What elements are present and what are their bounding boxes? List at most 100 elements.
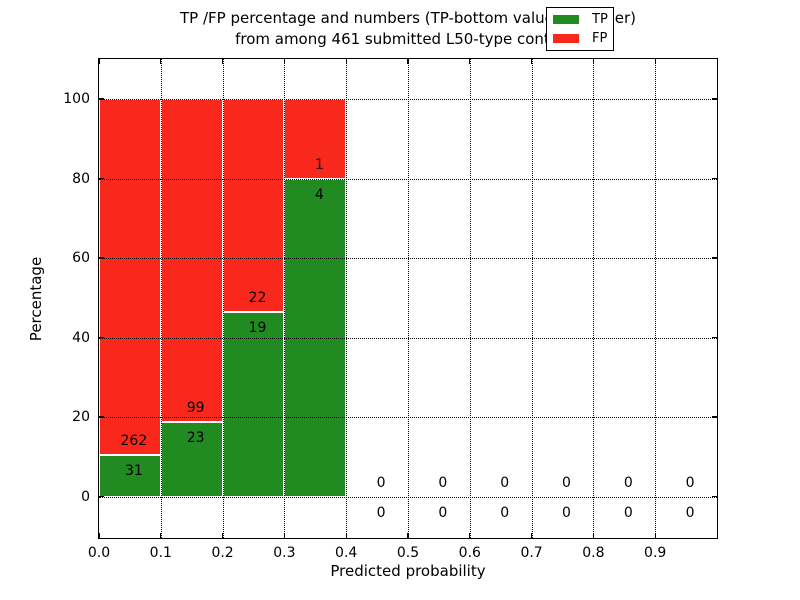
x-tick-mark-top bbox=[407, 59, 409, 64]
legend: TP FP bbox=[546, 7, 614, 51]
chart-title: TP /FP percentage and numbers (TP-bottom… bbox=[99, 8, 717, 50]
y-tick-mark-left bbox=[99, 416, 104, 418]
x-tick-label: 0.5 bbox=[396, 545, 420, 561]
gridline-horizontal bbox=[99, 417, 717, 419]
bar-fp-bin2 bbox=[222, 99, 285, 313]
x-tick-mark-bottom bbox=[530, 533, 533, 538]
legend-entry-tp: TP bbox=[547, 13, 613, 26]
tp-count-label-bin4: 0 bbox=[376, 504, 386, 521]
gridline-horizontal bbox=[99, 337, 717, 339]
x-tick-label: 0.8 bbox=[582, 545, 605, 561]
fp-count-label-bin6: 0 bbox=[500, 474, 510, 491]
bar-tp-bin2 bbox=[222, 312, 285, 497]
plot-area: 0.0 0.1 0.2 0.3 0.4 0.5 0.6 0.7 0.8 0.9 0 20 40 60 80 1… bbox=[63, 58, 718, 561]
gridline-vertical bbox=[284, 59, 286, 538]
gridline-vertical bbox=[408, 59, 409, 538]
y-tick-mark-right bbox=[712, 495, 717, 498]
tp-count-label-bin5: 0 bbox=[438, 504, 448, 521]
x-tick-label: 0.0 bbox=[87, 545, 111, 561]
y-tick-mark-right bbox=[712, 416, 717, 418]
y-tick-label: 80 bbox=[72, 170, 90, 187]
tp-count-label-bin9: 0 bbox=[685, 504, 695, 521]
gridline-vertical bbox=[531, 59, 533, 538]
x-tick-mark-top bbox=[345, 59, 347, 64]
y-tick-mark-left bbox=[99, 336, 104, 339]
x-tick-mark-bottom bbox=[283, 533, 286, 538]
tp-count-label-bin0: 31 bbox=[124, 462, 143, 479]
legend-swatch-fp bbox=[553, 34, 579, 43]
x-tick-mark-bottom bbox=[592, 533, 595, 538]
x-tick-mark-top bbox=[221, 59, 224, 64]
gridline-vertical bbox=[593, 59, 595, 538]
y-tick-mark-left bbox=[99, 98, 104, 100]
x-tick-mark-top bbox=[469, 59, 471, 64]
bar-fp-bin1 bbox=[160, 99, 223, 422]
x-tick-mark-bottom bbox=[654, 533, 656, 538]
y-tick-mark-right bbox=[712, 336, 717, 339]
y-tick-label: 100 bbox=[63, 91, 90, 108]
tp-count-label-bin3: 4 bbox=[314, 186, 324, 203]
gridline-vertical bbox=[160, 59, 162, 538]
x-tick-mark-top bbox=[160, 59, 162, 64]
y-tick-mark-right bbox=[712, 257, 717, 259]
tp-count-label-bin7: 0 bbox=[562, 504, 571, 521]
bar-tp-bin1 bbox=[160, 421, 223, 497]
tp-count-label-bin6: 0 bbox=[500, 504, 510, 521]
fp-count-label-bin7: 0 bbox=[562, 474, 571, 491]
gridline-vertical bbox=[469, 59, 471, 538]
legend-label: TP bbox=[592, 12, 608, 27]
gridline-vertical bbox=[346, 59, 348, 538]
x-tick-mark-top bbox=[592, 59, 595, 64]
x-tick-label: 0.9 bbox=[644, 545, 667, 561]
fp-count-label-bin4: 0 bbox=[376, 474, 386, 491]
x-tick-mark-bottom bbox=[98, 533, 100, 538]
gridline-vertical bbox=[655, 59, 657, 538]
y-tick-mark-left bbox=[99, 257, 104, 259]
x-tick-mark-bottom bbox=[221, 533, 224, 538]
x-tick-mark-bottom bbox=[469, 533, 471, 538]
y-tick-mark-right bbox=[712, 98, 717, 100]
bar-tp-bin0 bbox=[99, 454, 161, 497]
gridline-horizontal bbox=[99, 258, 717, 260]
x-tick-label: 0.4 bbox=[335, 545, 358, 561]
gridline-vertical bbox=[222, 59, 224, 538]
gridline-horizontal bbox=[99, 178, 717, 180]
x-tick-mark-top bbox=[654, 59, 656, 64]
y-axis-label: Percentage bbox=[27, 256, 45, 342]
x-tick-label: 0.7 bbox=[520, 545, 543, 561]
tp-count-label-bin8: 0 bbox=[623, 504, 633, 521]
x-axis-label: Predicted probability bbox=[330, 562, 486, 580]
y-tick-mark-left bbox=[99, 495, 104, 498]
x-tick-mark-bottom bbox=[160, 533, 162, 538]
x-tick-mark-bottom bbox=[407, 533, 409, 538]
x-tick-label: 0.1 bbox=[149, 545, 172, 561]
legend-label: FP bbox=[592, 31, 608, 46]
fp-count-label-bin9: 0 bbox=[685, 474, 695, 491]
x-tick-label: 0.2 bbox=[211, 545, 234, 561]
y-tick-label: 60 bbox=[72, 250, 90, 267]
y-tick-label: 0 bbox=[81, 488, 90, 505]
x-tick-mark-bottom bbox=[345, 533, 347, 538]
y-tick-mark-left bbox=[99, 177, 104, 180]
x-tick-label: 0.3 bbox=[273, 545, 296, 561]
x-tick-mark-top bbox=[530, 59, 533, 64]
fp-count-label-bin5: 0 bbox=[438, 474, 448, 491]
fp-count-label-bin0: 262 bbox=[120, 432, 148, 449]
bar-fp-bin3 bbox=[284, 99, 347, 179]
x-tick-mark-top bbox=[98, 59, 100, 64]
fp-count-label-bin2: 22 bbox=[248, 290, 267, 307]
fp-count-label-bin1: 99 bbox=[186, 399, 205, 416]
fp-count-label-bin8: 0 bbox=[623, 474, 633, 491]
bar-fp-bin0 bbox=[99, 99, 161, 455]
tp-count-label-bin1: 23 bbox=[186, 429, 205, 446]
gridline-horizontal bbox=[99, 496, 717, 498]
legend-entry-fp: FP bbox=[547, 32, 613, 45]
y-tick-mark-right bbox=[712, 177, 717, 180]
x-tick-label: 0.6 bbox=[458, 545, 481, 561]
y-tick-label: 40 bbox=[72, 329, 90, 346]
legend-swatch-tp bbox=[553, 15, 579, 24]
y-tick-label: 20 bbox=[72, 409, 90, 426]
chart-title-line1: TP /FP percentage and numbers (TP-bottom… bbox=[180, 9, 636, 27]
x-tick-mark-top bbox=[283, 59, 286, 64]
